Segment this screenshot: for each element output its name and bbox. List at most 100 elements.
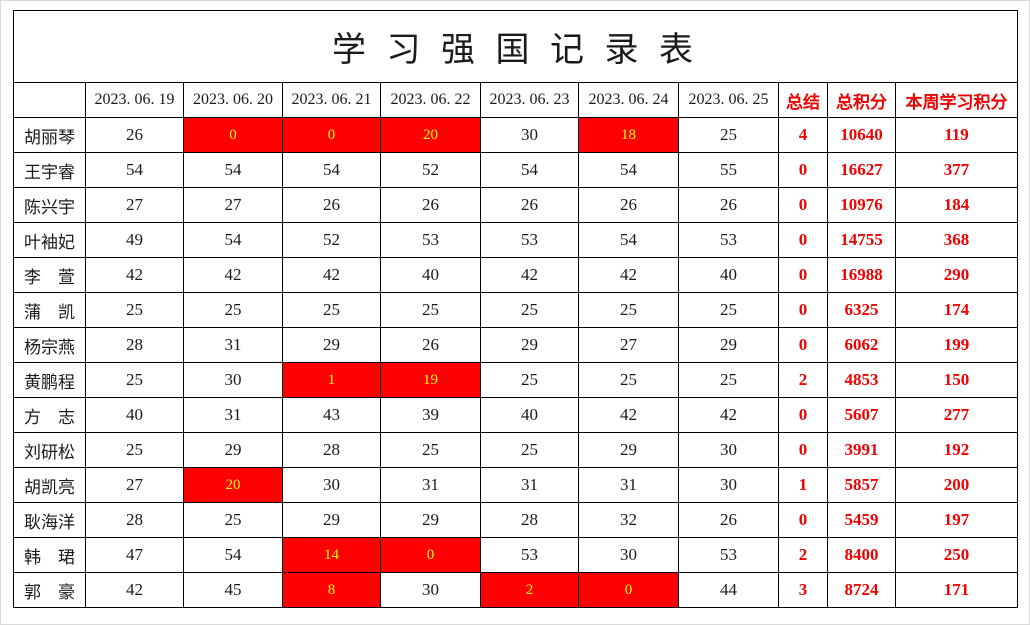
score-cell: 30 [678,467,779,503]
table-row: 杨宗燕 28 31 29 26 29 27 29 0 6062 199 [13,327,1019,363]
total-score-cell: 8724 [827,572,896,608]
score-cell: 54 [282,152,381,188]
summary-cell: 0 [778,502,828,538]
score-cell: 30 [678,432,779,468]
name-cell: 李 萱 [13,257,86,293]
name-cell: 陈兴宇 [13,187,86,223]
score-cell: 25 [282,292,381,328]
table-row: 郭 豪 42 45 8 30 2 0 44 3 8724 171 [13,572,1019,608]
table-row: 王宇睿 54 54 54 52 54 54 55 0 16627 377 [13,152,1019,188]
name-cell: 郭 豪 [13,572,86,608]
table-row: 胡凯亮 27 20 30 31 31 31 30 1 5857 200 [13,467,1019,503]
week-score-cell: 119 [894,117,1019,153]
score-cell-highlighted: 8 [282,572,381,608]
summary-cell: 0 [778,292,828,328]
name-cell: 刘研松 [13,432,86,468]
score-cell: 42 [282,257,381,293]
total-score-header: 总积分 [827,82,896,118]
week-score-header: 本周学习积分 [894,82,1019,118]
score-cell: 25 [85,432,184,468]
score-cell: 54 [183,537,283,573]
score-cell: 31 [183,397,283,433]
corner-cell [13,82,86,118]
table-row: 胡丽琴 26 0 0 20 30 18 25 4 10640 119 [13,117,1019,153]
score-cell: 29 [282,502,381,538]
score-cell: 30 [480,117,579,153]
score-cell: 28 [480,502,579,538]
date-header: 2023. 06. 25 [678,82,779,118]
total-score-cell: 6062 [827,327,896,363]
date-header: 2023. 06. 20 [183,82,283,118]
score-cell-highlighted: 18 [578,117,679,153]
score-cell: 26 [380,327,481,363]
score-cell: 29 [480,327,579,363]
score-cell-highlighted: 0 [578,572,679,608]
date-header: 2023. 06. 19 [85,82,184,118]
score-cell: 40 [85,397,184,433]
date-header: 2023. 06. 24 [578,82,679,118]
score-cell-highlighted: 20 [183,467,283,503]
score-cell: 47 [85,537,184,573]
score-cell: 31 [480,467,579,503]
score-cell: 25 [480,432,579,468]
score-cell: 25 [380,292,481,328]
score-cell: 42 [85,257,184,293]
score-cell: 42 [480,257,579,293]
score-cell: 25 [480,362,579,398]
summary-cell: 4 [778,117,828,153]
score-cell: 53 [380,222,481,258]
score-cell: 30 [380,572,481,608]
score-cell: 26 [578,187,679,223]
score-cell-highlighted: 0 [183,117,283,153]
study-record-table: 学 习 强 国 记 录 表 2023. 06. 19 2023. 06. 20 20… [12,10,1019,608]
name-cell: 蒲 凯 [13,292,86,328]
score-cell: 39 [380,397,481,433]
score-cell: 53 [678,222,779,258]
week-score-cell: 174 [894,292,1019,328]
score-cell: 49 [85,222,184,258]
score-cell: 26 [678,502,779,538]
score-cell: 52 [380,152,481,188]
score-cell: 40 [380,257,481,293]
score-cell: 26 [85,117,184,153]
score-cell: 54 [85,152,184,188]
total-score-cell: 3991 [827,432,896,468]
week-score-cell: 171 [894,572,1019,608]
week-score-cell: 377 [894,152,1019,188]
week-score-cell: 197 [894,502,1019,538]
total-score-cell: 5607 [827,397,896,433]
score-cell: 25 [183,502,283,538]
score-cell: 28 [85,327,184,363]
name-cell: 叶袖妃 [13,222,86,258]
table-row: 韩 珺 47 54 14 0 53 30 53 2 8400 250 [13,537,1019,573]
score-cell: 26 [678,187,779,223]
score-cell: 55 [678,152,779,188]
score-cell-highlighted: 1 [282,362,381,398]
summary-cell: 0 [778,327,828,363]
week-score-cell: 290 [894,257,1019,293]
table-row: 耿海洋 28 25 29 29 28 32 26 0 5459 197 [13,502,1019,538]
score-cell: 54 [578,152,679,188]
score-cell: 42 [578,257,679,293]
table-row: 李 萱 42 42 42 40 42 42 40 0 16988 290 [13,257,1019,293]
week-score-cell: 200 [894,467,1019,503]
score-cell: 26 [380,187,481,223]
table-row: 陈兴宇 27 27 26 26 26 26 26 0 10976 184 [13,187,1019,223]
summary-cell: 3 [778,572,828,608]
table-row: 蒲 凯 25 25 25 25 25 25 25 0 6325 174 [13,292,1019,328]
score-cell: 30 [282,467,381,503]
score-cell: 25 [578,362,679,398]
week-score-cell: 250 [894,537,1019,573]
title-row: 学 习 强 国 记 录 表 [12,10,1019,83]
date-header: 2023. 06. 21 [282,82,381,118]
name-cell: 胡凯亮 [13,467,86,503]
page-title: 学 习 强 国 记 录 表 [12,10,1019,83]
summary-cell: 1 [778,467,828,503]
summary-cell: 0 [778,397,828,433]
week-score-cell: 184 [894,187,1019,223]
table-row: 方 志 40 31 43 39 40 42 42 0 5607 277 [13,397,1019,433]
table-row: 黄鹏程 25 30 1 19 25 25 25 2 4853 150 [13,362,1019,398]
score-cell: 27 [578,327,679,363]
score-cell: 25 [85,362,184,398]
total-score-cell: 10640 [827,117,896,153]
